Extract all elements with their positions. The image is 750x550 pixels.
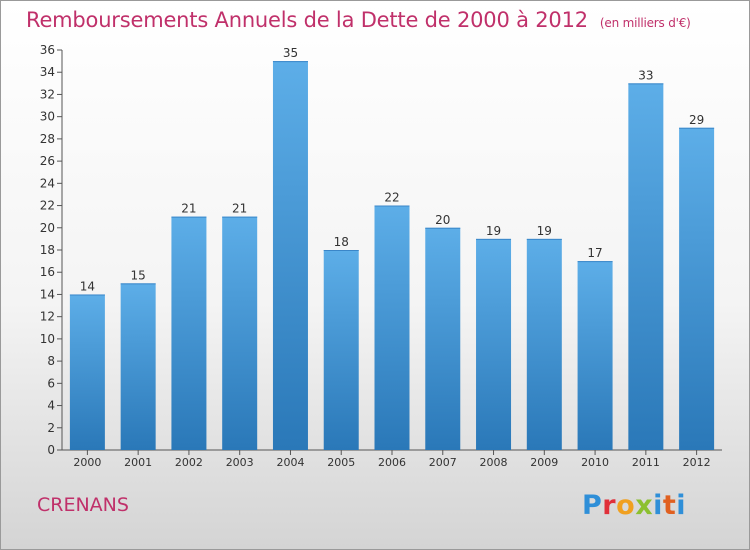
bar-value-label: 19 xyxy=(537,224,552,238)
bar xyxy=(577,261,613,450)
y-tick-label: 16 xyxy=(40,265,55,279)
bar-value-label: 35 xyxy=(283,46,298,60)
bar xyxy=(679,127,715,451)
y-tick-label: 24 xyxy=(40,176,55,190)
x-tick-label: 2001 xyxy=(124,456,152,469)
bar xyxy=(374,205,410,450)
bar-value-label: 15 xyxy=(131,268,146,282)
y-tick-label: 2 xyxy=(47,421,55,435)
y-tick-label: 6 xyxy=(47,376,55,390)
bar-value-label: 22 xyxy=(384,191,399,205)
y-tick-label: 36 xyxy=(40,43,55,57)
x-tick-label: 2012 xyxy=(683,456,711,469)
bar-value-label: 19 xyxy=(486,224,501,238)
bar-value-label: 21 xyxy=(181,202,196,216)
commune-name: CRENANS xyxy=(37,494,129,516)
brand-letter: x xyxy=(635,490,654,521)
x-tick-label: 2009 xyxy=(530,456,558,469)
brand-letter: P xyxy=(582,490,603,521)
bar-value-label: 20 xyxy=(435,213,450,227)
bar xyxy=(628,83,664,450)
y-tick-label: 18 xyxy=(40,243,55,257)
bar-value-label: 18 xyxy=(334,235,349,249)
x-tick-label: 2003 xyxy=(226,456,254,469)
y-tick-label: 34 xyxy=(40,65,55,79)
bar xyxy=(69,294,105,450)
x-tick-label: 2010 xyxy=(581,456,609,469)
bar xyxy=(222,216,258,450)
bar xyxy=(120,283,156,450)
brand-letter: r xyxy=(602,490,617,521)
y-tick-label: 12 xyxy=(40,310,55,324)
brand-letter: i xyxy=(653,490,663,521)
brand-letter: t xyxy=(662,490,677,521)
bar-value-label: 29 xyxy=(689,113,704,127)
chart-title-text: Remboursements Annuels de la Dette de 20… xyxy=(26,8,588,32)
y-tick-label: 4 xyxy=(47,399,55,413)
bar xyxy=(526,238,562,450)
chart-labels: 14 2000 15 2001 21 2002 21 2003 35 2004 18 2005 22 20… xyxy=(73,46,710,469)
y-tick-label: 20 xyxy=(40,221,55,235)
chart-bars xyxy=(69,61,715,451)
proxiti-logo[interactable]: Proxiti xyxy=(582,490,686,521)
y-tick-label: 10 xyxy=(40,332,55,346)
brand-letter: o xyxy=(616,490,636,521)
x-tick-label: 2002 xyxy=(175,456,203,469)
bar xyxy=(476,238,512,450)
bar-value-label: 21 xyxy=(232,202,247,216)
y-tick-label: 0 xyxy=(47,443,55,457)
bar-value-label: 17 xyxy=(587,246,602,260)
x-tick-label: 2005 xyxy=(327,456,355,469)
bar-value-label: 14 xyxy=(80,279,95,293)
y-tick-label: 32 xyxy=(40,87,55,101)
brand-letter: i xyxy=(676,490,687,521)
y-tick-label: 8 xyxy=(47,354,55,368)
bar xyxy=(323,250,359,450)
x-tick-label: 2011 xyxy=(632,456,660,469)
bar xyxy=(171,216,207,450)
bar xyxy=(425,227,461,450)
x-tick-label: 2000 xyxy=(73,456,101,469)
x-tick-label: 2008 xyxy=(480,456,508,469)
y-tick-label: 14 xyxy=(40,287,55,301)
y-tick-label: 28 xyxy=(40,132,55,146)
y-tick-label: 26 xyxy=(40,154,55,168)
x-tick-label: 2004 xyxy=(276,456,304,469)
bar xyxy=(272,61,308,450)
chart-unit: (en milliers d'€) xyxy=(599,16,691,30)
y-tick-label: 30 xyxy=(40,110,55,124)
x-tick-label: 2007 xyxy=(429,456,457,469)
chart-title: Remboursements Annuels de la Dette de 20… xyxy=(26,8,691,32)
bar-value-label: 33 xyxy=(638,68,653,82)
y-tick-label: 22 xyxy=(40,199,55,213)
x-tick-label: 2006 xyxy=(378,456,406,469)
